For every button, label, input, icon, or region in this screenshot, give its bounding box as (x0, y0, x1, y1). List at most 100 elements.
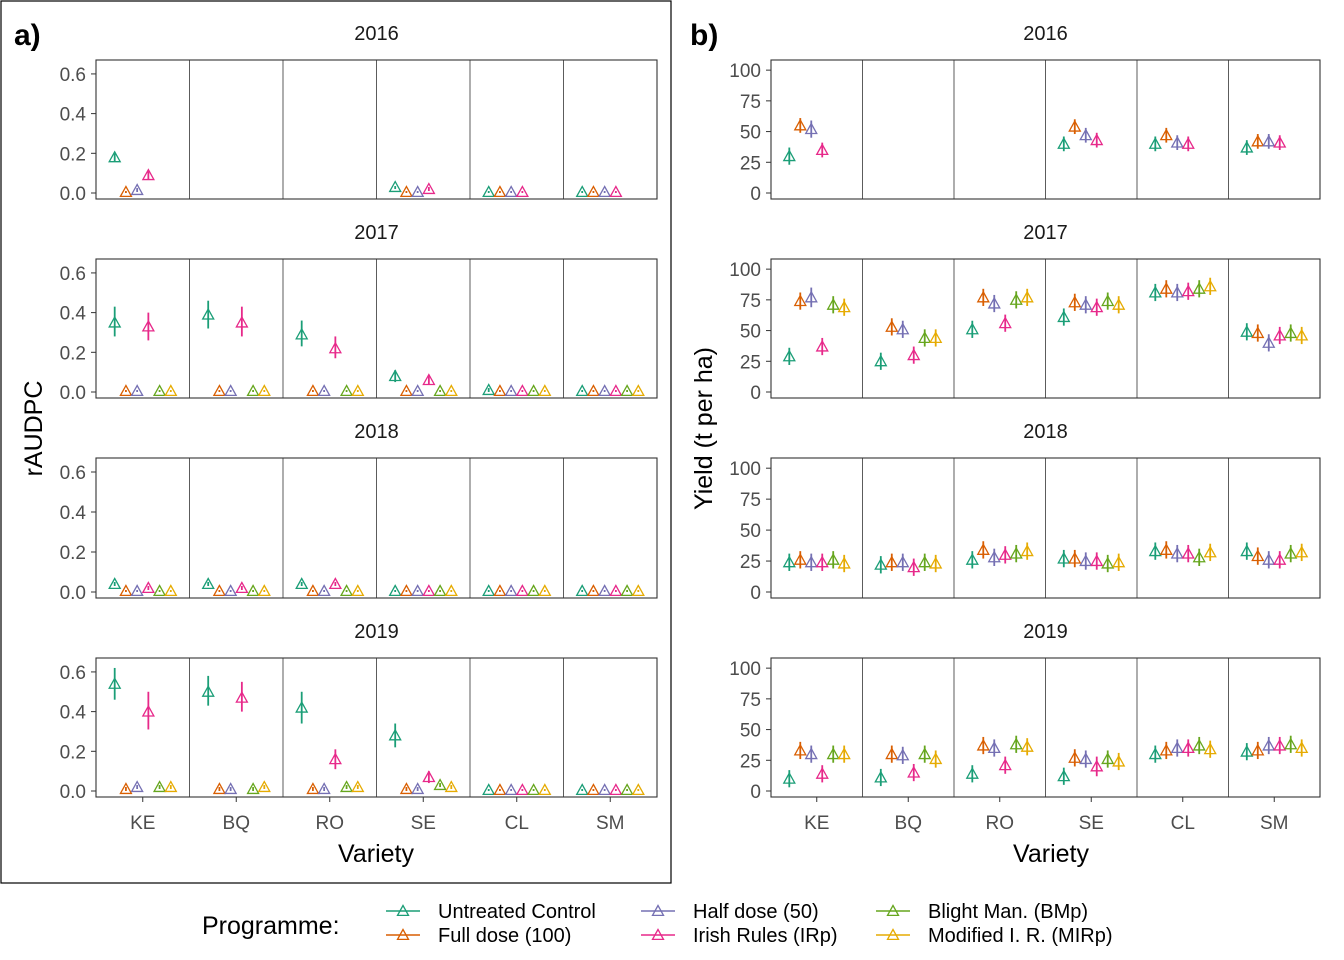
data-point-bm (433, 778, 447, 791)
data-point-fd (1068, 119, 1082, 132)
data-point-mir (929, 331, 943, 343)
data-point-fd (493, 584, 507, 597)
data-point-fd (399, 185, 414, 198)
data-point-bm (918, 747, 932, 760)
data-point-ir (815, 766, 829, 779)
data-point-ir (515, 384, 529, 397)
data-point-hd (130, 183, 144, 196)
legend-key-triangle (886, 904, 900, 917)
data-point-hd (317, 584, 331, 597)
data-point-ir (328, 577, 342, 590)
data-point-bm (1009, 293, 1023, 305)
data-point-bm (339, 384, 354, 397)
y-tick-label: 100 (729, 659, 761, 680)
data-point-fd (885, 320, 899, 332)
y-axis-title: rAUDPC (20, 381, 48, 477)
y-tick-label: 0.6 (60, 463, 86, 484)
y-tick-label: 0.0 (60, 782, 86, 803)
data-point-fd (586, 384, 601, 397)
data-point-uc (201, 307, 215, 320)
data-point-uc (388, 180, 402, 193)
data-point-bm (152, 584, 167, 597)
data-point-ir (328, 341, 342, 354)
data-point-bm (1192, 550, 1206, 563)
data-point-hd (1079, 297, 1093, 310)
data-point-hd (598, 384, 612, 397)
data-point-fd (399, 782, 414, 795)
data-point-bm (1101, 752, 1115, 765)
data-point-hd (896, 555, 910, 568)
y-tick-label: 0 (750, 383, 761, 404)
data-point-hd (1262, 552, 1276, 565)
data-point-fd (306, 384, 320, 397)
data-point-ir (1090, 759, 1104, 772)
legend-key-triangle (886, 928, 900, 941)
data-point-uc (388, 584, 402, 597)
data-point-ir (1273, 738, 1287, 751)
data-point-bm (1284, 326, 1298, 339)
data-point-ir (907, 560, 921, 573)
data-point-bm (1101, 294, 1115, 307)
data-point-ir (1181, 546, 1195, 559)
data-point-hd (1079, 128, 1093, 141)
data-point-ir (815, 339, 829, 352)
data-point-ir (422, 584, 436, 597)
data-point-hd (504, 783, 518, 796)
data-point-fd (586, 584, 601, 597)
data-point-ir (1090, 300, 1104, 313)
data-point-fd (586, 185, 601, 198)
legend-key-triangle (396, 928, 410, 941)
data-point-bm (620, 384, 634, 397)
data-point-mir (164, 584, 178, 597)
data-point-mir (1112, 555, 1126, 568)
data-point-mir (257, 584, 271, 597)
legend-key-triangle (396, 904, 410, 917)
data-point-bm (339, 780, 354, 793)
data-point-hd (598, 185, 612, 198)
data-point-uc (1240, 324, 1254, 337)
x-tick-label: BQ (895, 813, 922, 834)
legend-item-label: Full dose (100) (438, 925, 571, 947)
data-point-fd (306, 782, 320, 795)
data-point-ir (1090, 133, 1104, 146)
data-point-hd (804, 555, 818, 568)
data-point-ir (515, 783, 529, 796)
data-point-bm (826, 552, 840, 565)
data-point-mir (837, 300, 851, 313)
data-point-mir (444, 384, 458, 397)
y-axis-title: Yield (t per ha) (690, 347, 718, 510)
data-point-mir (444, 584, 458, 597)
data-point-uc (108, 577, 122, 590)
data-point-uc (1057, 551, 1071, 564)
data-point-uc (965, 766, 979, 779)
data-point-mir (1295, 328, 1309, 341)
data-point-bm (152, 780, 167, 793)
y-tick-label: 0.2 (60, 543, 86, 564)
y-tick-label: 50 (740, 123, 761, 144)
data-point-mir (1295, 741, 1309, 754)
y-tick-label: 0.6 (60, 65, 86, 86)
data-point-fd (493, 185, 507, 198)
data-point-ir (141, 704, 155, 717)
y-tick-label: 0 (750, 782, 761, 803)
x-tick-label: SM (596, 813, 625, 834)
legend-key-triangle (651, 904, 665, 917)
data-point-mir (1203, 545, 1217, 558)
data-point-bm (826, 747, 840, 760)
data-point-fd (1251, 326, 1265, 339)
data-point-hd (504, 584, 518, 597)
data-point-fd (976, 543, 990, 555)
data-point-hd (130, 780, 144, 793)
data-point-hd (130, 384, 144, 397)
legend-item-label: Half dose (50) (693, 901, 819, 923)
y-tick-label: 100 (729, 260, 761, 281)
data-point-mir (929, 556, 943, 569)
data-point-uc (782, 149, 796, 162)
data-point-bm (433, 384, 447, 397)
y-tick-label: 0.2 (60, 742, 86, 763)
data-point-ir (998, 316, 1012, 329)
y-tick-label: 0.6 (60, 264, 86, 285)
data-point-fd (1251, 134, 1265, 147)
